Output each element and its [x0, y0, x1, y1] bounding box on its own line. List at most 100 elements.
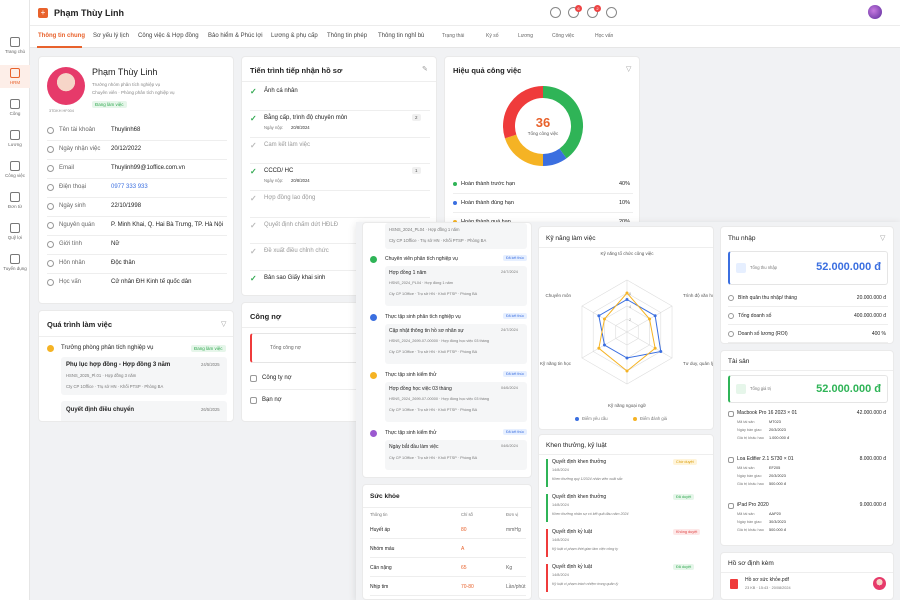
tab-insurance[interactable]: Bảo hiểm & Phúc lợi [208, 33, 263, 39]
bookmark-icon[interactable] [550, 7, 561, 18]
filter-icon[interactable]: ▽ [880, 235, 886, 242]
timeline-role: Thực tập sinh kiểm thử [385, 372, 437, 378]
tab-salary[interactable]: Lương & phụ cấp [271, 33, 318, 39]
filter-icon[interactable]: ▽ [626, 66, 632, 73]
tab-cv[interactable]: Sơ yếu lý lịch [93, 33, 129, 39]
attachment-name[interactable]: Hồ sơ sức khỏe.pdf [745, 577, 789, 583]
health-row-unit: Kg [506, 565, 513, 571]
award-title[interactable]: Quyết định kỷ luật [552, 529, 593, 535]
toolbar-education[interactable]: Học vấn [595, 33, 614, 39]
radar-point[interactable] [625, 369, 629, 373]
clock-icon[interactable]: 6 [568, 5, 582, 18]
radar-point[interactable] [597, 346, 601, 350]
radar-point[interactable] [597, 314, 601, 318]
donut-slice[interactable] [542, 148, 567, 166]
asset-icon [736, 384, 746, 394]
edit-icon[interactable]: ✎ [422, 66, 428, 73]
field-value: Thuylinh68 [111, 127, 141, 133]
donut-slice[interactable] [503, 86, 544, 139]
field-value[interactable]: Thuylinh99@1office.com.vn [111, 165, 186, 171]
nav-item-0[interactable]: Trang chủ [0, 34, 30, 57]
radar-axis-label: Tư duy, quản lý [683, 361, 714, 366]
notification-badge: 2 [594, 5, 601, 12]
radar-point[interactable] [648, 317, 652, 321]
asset-meta-value: MT023 [769, 420, 781, 424]
debt-row-company[interactable]: Công ty nợ [262, 375, 292, 381]
process-date: 20/8/2024 [291, 178, 310, 183]
income-row-label: Tổng doanh số [738, 313, 772, 319]
asset-meta-label: Mã tài sản [737, 512, 755, 516]
radar-point[interactable] [653, 314, 657, 318]
asset-name[interactable]: Macbook Pro 16 2023 × 01 [737, 410, 798, 416]
timeline-entry[interactable]: Hợp đồng 1 năm 24/7/2024 HSNS_2024_PL04 · … [385, 266, 527, 306]
user-avatar[interactable] [868, 5, 882, 19]
timeline-entry-sub: HSNS_2024_2699-07-00000 · Hợp đồng học v… [389, 339, 490, 343]
award-title[interactable]: Quyết định kỷ luật [552, 564, 593, 570]
process-item-label: Bản sao Giấy khai sinh [264, 274, 326, 281]
award-title[interactable]: Quyết định khen thưởng [552, 459, 607, 465]
health-row-label: Nhịp tim [370, 584, 389, 590]
tab-contract[interactable]: Công việc & Hợp đồng [138, 33, 199, 39]
filter-icon[interactable]: ▽ [221, 321, 227, 328]
toolbar-work[interactable]: Công việc [552, 33, 575, 39]
chat-icon[interactable] [606, 7, 617, 18]
nav-item-4[interactable]: Công việc [0, 158, 30, 181]
timeline-entry[interactable]: Cập nhật thông tin hồ sơ nhân sự 24/7/202… [385, 324, 527, 364]
divider [47, 216, 227, 217]
field-label: Học vấn [59, 279, 82, 285]
donut-slice[interactable] [504, 134, 544, 166]
status-badge: Đã duyệt [673, 564, 695, 570]
radar-point[interactable] [602, 317, 606, 321]
tab-leave[interactable]: Thông tin phép [327, 33, 368, 39]
debt-row-you[interactable]: Bạn nợ [262, 397, 282, 403]
nav-item-2[interactable]: Công [0, 96, 30, 119]
nav-item-1[interactable]: HRM [0, 65, 30, 88]
award-note: Kỷ luật vi phạm thời gian làm việc công … [552, 547, 619, 551]
award-bar [546, 494, 548, 522]
award-title[interactable]: Quyết định khen thưởng [552, 494, 607, 500]
nav-item-7[interactable]: Tuyển dụng [0, 251, 30, 274]
check-pending-icon: ✓ [250, 247, 257, 256]
radar-axis-label: Trình độ văn hóa [683, 293, 714, 298]
nav-item-3[interactable]: Lương [0, 127, 30, 150]
work-history-head: Trưởng phòng phân tích nghiệp vụ [61, 345, 154, 351]
asset-name[interactable]: Loa Edifier 2.1 S730 × 01 [737, 456, 794, 462]
nav-item-5[interactable]: Đơn từ [0, 189, 30, 212]
timeline-entry[interactable]: Hợp đồng học việc 03 tháng 04/6/2024 HSNS_… [385, 382, 527, 422]
field-value: Độc thân [111, 260, 136, 266]
history-item[interactable]: Phụ lục hợp đồng - Hợp đồng 3 năm 24/5/2… [61, 357, 227, 395]
laptop-icon [728, 411, 734, 417]
timeline-entry[interactable]: Ngày bắt đầu làm việc 04/6/2024 Cty CP 1Of… [385, 440, 527, 470]
radar-point[interactable] [625, 356, 629, 360]
radar-point[interactable] [625, 291, 629, 295]
attachment-count[interactable]: 1 [412, 167, 421, 174]
bell-icon[interactable]: 2 [587, 5, 601, 18]
toolbar-status[interactable]: Trạng thái [442, 33, 465, 39]
field-value[interactable]: 0977 333 933 [111, 184, 148, 190]
asset-name[interactable]: iPad Pro 2020 [737, 502, 769, 508]
radar-point[interactable] [602, 343, 606, 347]
field-value: Cử nhân ĐH Kinh tế quốc dân [111, 279, 192, 285]
attachment-count[interactable]: 2 [412, 113, 421, 121]
income-title: Thu nhập [728, 235, 756, 242]
field-label: Tên tài khoản [59, 127, 96, 133]
radar-point[interactable] [653, 346, 657, 350]
donut-slice[interactable] [542, 86, 583, 159]
skills-legend-evaluated: Điểm đánh giá [640, 416, 668, 421]
top-bar: + Phạm Thùy Linh 6 2 [30, 0, 900, 26]
add-icon[interactable]: + [38, 8, 48, 18]
nav-item-label: Tuyển dụng [3, 266, 27, 271]
radar-point[interactable] [625, 298, 629, 301]
radar-point[interactable] [659, 350, 663, 353]
timeline-entry[interactable]: HSNS_2024_PL04 · Hợp đồng 1 năm Cty CP 1… [385, 223, 527, 249]
tab-general[interactable]: Thông tin chung [38, 33, 85, 39]
tab-compensatory[interactable]: Thông tin nghỉ bù [378, 33, 425, 39]
awards-title: Khen thưởng, kỷ luật [546, 442, 607, 449]
calendar-icon [10, 99, 20, 109]
toolbar-sign[interactable]: Ký số [486, 33, 499, 39]
history-item[interactable]: Quyết định điều chuyển 26/5/2025 [61, 401, 227, 421]
timeline-role: Chuyên viên phân tích nghiệp vụ [385, 256, 458, 262]
toolbar-salary[interactable]: Lương [518, 33, 533, 39]
asset-meta-value: EF205 [769, 466, 781, 470]
nav-item-6[interactable]: Quỹ lợi [0, 220, 30, 243]
